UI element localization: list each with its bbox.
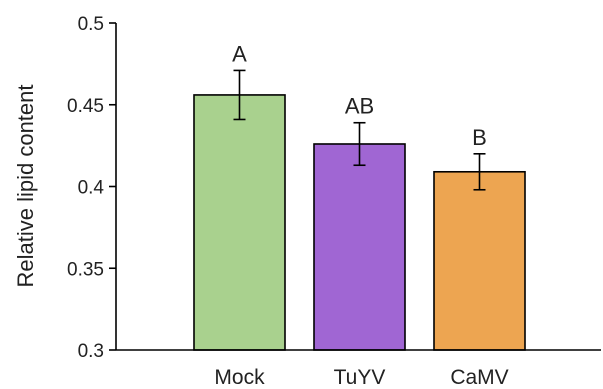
bar-camv xyxy=(433,170,526,351)
y-tick-label: 0.45 xyxy=(67,96,104,117)
y-tick-label: 0.4 xyxy=(78,178,105,199)
x-category-label-camv: CaMV xyxy=(450,366,508,389)
significance-label-mock: A xyxy=(232,41,247,66)
y-tick-label: 0.3 xyxy=(78,341,104,362)
y-axis-title: Relative lipid content xyxy=(13,84,38,287)
x-category-label-mock: Mock xyxy=(214,366,265,389)
plot-area: A AB B 0.3 0.35 0.4 0.45 0.5 Mock TuYV CaMV xyxy=(67,14,601,389)
bar-mock xyxy=(193,94,286,351)
significance-label-camv: B xyxy=(472,125,487,150)
y-tick-label: 0.5 xyxy=(78,14,104,35)
significance-label-tuyv: AB xyxy=(345,94,374,119)
bar-tuyv xyxy=(313,143,406,351)
x-category-label-tuyv: TuYV xyxy=(334,366,386,389)
y-tick-label: 0.35 xyxy=(67,259,104,280)
